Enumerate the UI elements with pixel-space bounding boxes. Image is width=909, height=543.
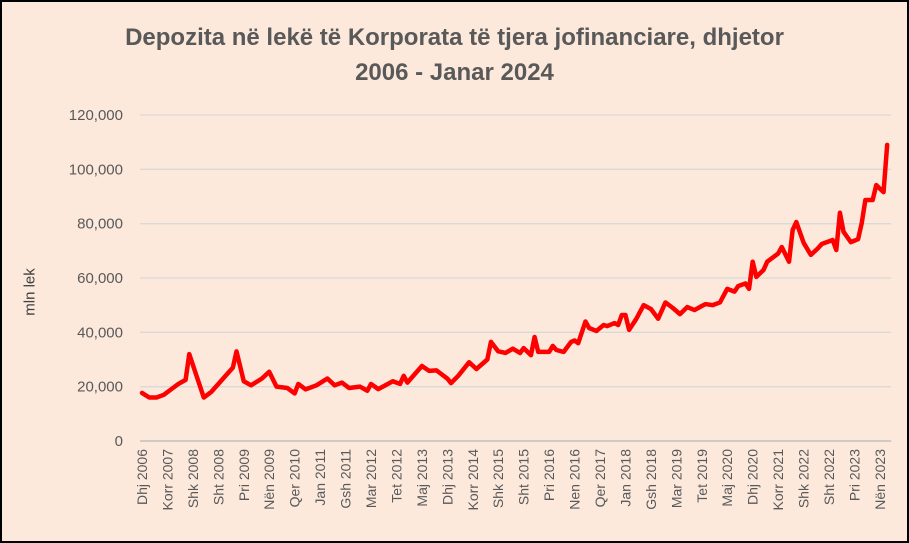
x-tick-label: Sht 2015 [516,449,532,505]
x-tick-label: Nën 2023 [872,449,888,510]
x-tick-label: Shk 2015 [490,449,506,508]
x-tick-label: Sht 2022 [821,449,837,505]
x-tick-label: Pri 2009 [236,449,252,501]
y-tick-label: 40,000 [77,324,123,341]
x-tick-label: Korr 2007 [159,449,175,511]
x-tick-label: Gsh 2018 [643,449,659,510]
series-line [139,142,890,400]
x-tick-label: Nen 2016 [567,449,583,510]
y-tick-label: 0 [115,433,123,450]
chart-title-line-1: Depozita në lekë të Korporata të tjera j… [125,24,784,51]
x-tick-label: Maj 2013 [414,449,430,507]
y-tick-label: 80,000 [77,216,123,233]
x-tick-label: Mar 2019 [668,449,684,508]
chart-title: Depozita në lekë të Korporata të tjera j… [2,20,907,90]
x-tick-label: Korr 2014 [465,449,481,511]
x-tick-label: Dhj 2020 [745,449,761,505]
x-tick-label: Qer 2010 [287,449,303,508]
y-tick-label: 100,000 [69,161,123,178]
x-tick-label: Jan 2011 [312,449,328,506]
x-tick-label: Pri 2016 [541,449,557,501]
x-tick-label: Gsh 2011 [338,449,354,509]
x-tick-label: Pri 2023 [846,449,862,501]
x-tick-label: Maj 2020 [719,449,735,507]
y-tick-label: 20,000 [77,379,123,396]
x-tick-label: Qer 2017 [592,449,608,508]
x-tick-label: Dhj 2013 [439,449,455,505]
x-tick-label: Sht 2008 [210,449,226,505]
x-tick-label: Mar 2012 [363,449,379,508]
x-tick-label: Tet 2019 [694,449,710,503]
x-tick-label: Dhj 2006 [134,449,150,505]
x-tick-label: Jan 2018 [617,449,633,507]
x-tick-label: Nën 2009 [261,449,277,510]
y-tick-label: 60,000 [77,270,123,287]
x-tick-label: Korr 2021 [770,449,786,511]
chart-title-line-2: 2006 - Janar 2024 [355,59,554,86]
x-tick-label: Shk 2008 [185,449,201,508]
x-tick-label: Tet 2012 [388,449,404,503]
y-tick-label: 120,000 [69,107,123,124]
x-tick-label: Shk 2022 [796,449,812,508]
